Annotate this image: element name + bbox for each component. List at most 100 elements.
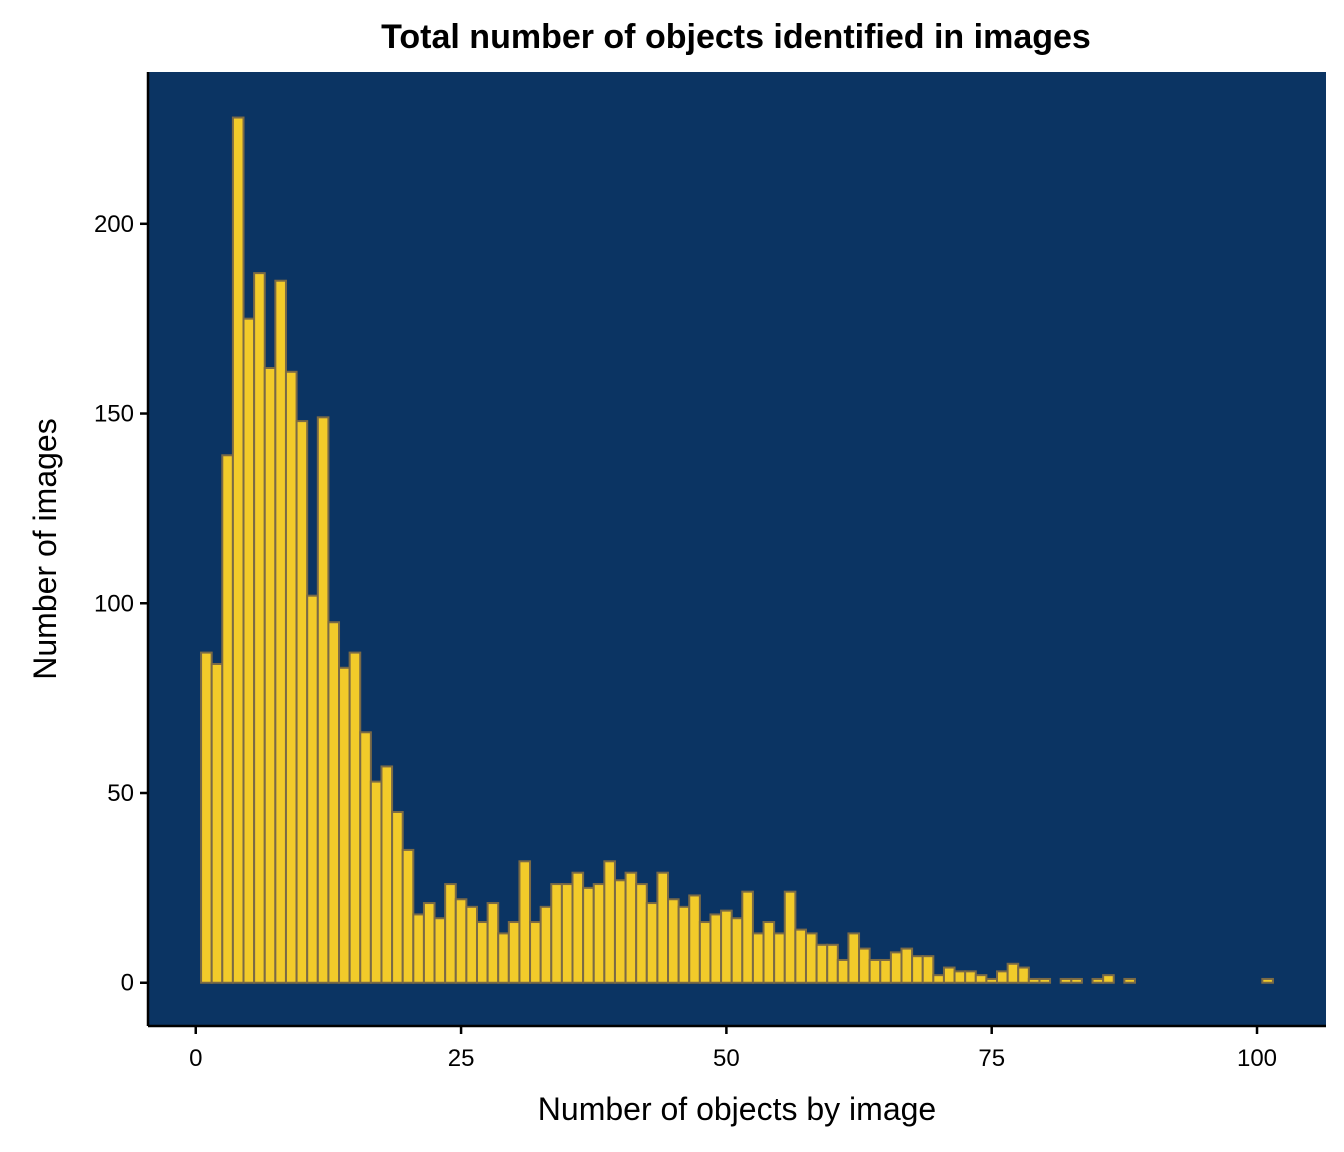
histogram-bar: [730, 917, 744, 984]
histogram-bar: [422, 902, 436, 984]
histogram-bar: [327, 621, 341, 984]
histogram-bar: [1070, 977, 1083, 984]
y-axis-ticks: 0 50 100 150 200: [94, 211, 148, 997]
histogram-bar: [1027, 977, 1041, 984]
histogram-bar: [709, 913, 723, 984]
histogram-bar: [380, 765, 394, 984]
histogram-bar: [316, 416, 330, 984]
histogram-bar: [603, 860, 616, 984]
histogram-bar: [550, 883, 563, 984]
histogram-bar: [645, 902, 659, 984]
histogram-bar: [836, 958, 850, 984]
histogram-bar: [582, 886, 595, 984]
histogram-bar: [348, 651, 362, 984]
bars-group: [200, 116, 1274, 984]
histogram-bar: [996, 970, 1009, 984]
histogram-bar: [677, 905, 691, 984]
histogram-bar: [783, 890, 797, 984]
histogram-bar: [964, 970, 977, 984]
x-tick-label: 100: [1237, 1045, 1277, 1072]
histogram-bar: [720, 909, 733, 984]
histogram-bar: [1006, 962, 1020, 984]
histogram-bar: [900, 947, 914, 984]
y-tick-label: 200: [94, 211, 134, 238]
histogram-bar: [231, 116, 245, 984]
histogram-bar: [295, 420, 309, 984]
histogram-bar: [879, 958, 892, 984]
histogram-bar: [263, 366, 277, 984]
y-axis-title: Number of images: [27, 418, 63, 679]
histogram-bar: [1059, 977, 1073, 984]
histogram-bar: [412, 913, 425, 984]
histogram-bar: [624, 871, 638, 984]
histogram-bar: [1091, 977, 1105, 984]
histogram-bar: [826, 943, 839, 984]
histogram-bar: [465, 905, 478, 984]
histogram-bar: [454, 898, 468, 984]
y-tick-label: 50: [107, 780, 134, 807]
histogram-bar: [592, 883, 606, 984]
histogram-bar: [486, 902, 500, 984]
histogram-bar: [560, 883, 574, 984]
histogram-bar: [1102, 974, 1115, 984]
histogram-bar: [529, 921, 542, 984]
histogram-bar: [613, 879, 627, 984]
x-tick-label: 50: [713, 1045, 740, 1072]
histogram-bar: [751, 932, 765, 984]
x-tick-label: 25: [448, 1045, 475, 1072]
histogram-bar: [911, 955, 924, 984]
histogram-bar: [868, 958, 882, 984]
histogram-bar: [242, 317, 256, 984]
y-tick-label: 100: [94, 590, 134, 617]
histogram-bar: [858, 947, 871, 984]
histogram-bar: [656, 871, 670, 984]
x-tick-label: 75: [978, 1045, 1005, 1072]
histogram-bar: [1017, 966, 1030, 984]
histogram-bar: [497, 932, 510, 984]
histogram-bar: [889, 951, 903, 984]
histogram-bar: [507, 921, 521, 984]
histogram-bar: [815, 943, 829, 984]
histogram-bar: [338, 666, 351, 984]
histogram-bar: [518, 860, 532, 984]
histogram-bar: [847, 932, 861, 984]
histogram-bar: [953, 970, 967, 984]
y-tick-label: 0: [121, 970, 134, 997]
histogram-bar: [571, 871, 585, 984]
histogram-bar: [284, 370, 298, 984]
histogram-bar: [762, 921, 776, 984]
histogram-bar: [306, 594, 319, 984]
histogram-bar: [635, 883, 648, 984]
histogram-bar: [444, 883, 457, 984]
histogram-bar: [274, 279, 287, 984]
histogram-bar: [942, 966, 956, 984]
histogram-bar: [1123, 977, 1136, 984]
histogram-bar: [253, 272, 266, 984]
histogram-bar: [401, 848, 415, 984]
histogram-bar: [974, 974, 988, 984]
histogram-bar: [475, 921, 489, 984]
histogram-bar: [741, 890, 754, 984]
y-tick-label: 150: [94, 401, 134, 428]
histogram-bar: [667, 898, 680, 984]
histogram-bar: [921, 955, 935, 984]
x-tick-label: 0: [189, 1045, 202, 1072]
x-axis-ticks: 0 25 50 75 100: [189, 1026, 1277, 1072]
histogram-bar: [698, 921, 712, 984]
histogram-bar: [539, 905, 553, 984]
histogram-bar: [985, 977, 999, 984]
histogram-bar: [1261, 977, 1274, 984]
histogram-bar: [369, 780, 383, 984]
histogram-bar: [221, 454, 234, 984]
histogram-bar: [200, 651, 213, 984]
histogram-bar: [433, 917, 447, 984]
chart-title: Total number of objects identified in im…: [381, 18, 1091, 56]
histogram-bar: [773, 932, 786, 984]
histogram-bar: [804, 932, 818, 984]
histogram-bar: [391, 810, 404, 984]
histogram-bar: [210, 662, 224, 984]
histogram-bar: [932, 974, 945, 984]
histogram-bar: [794, 928, 807, 984]
histogram-bar: [688, 894, 701, 984]
